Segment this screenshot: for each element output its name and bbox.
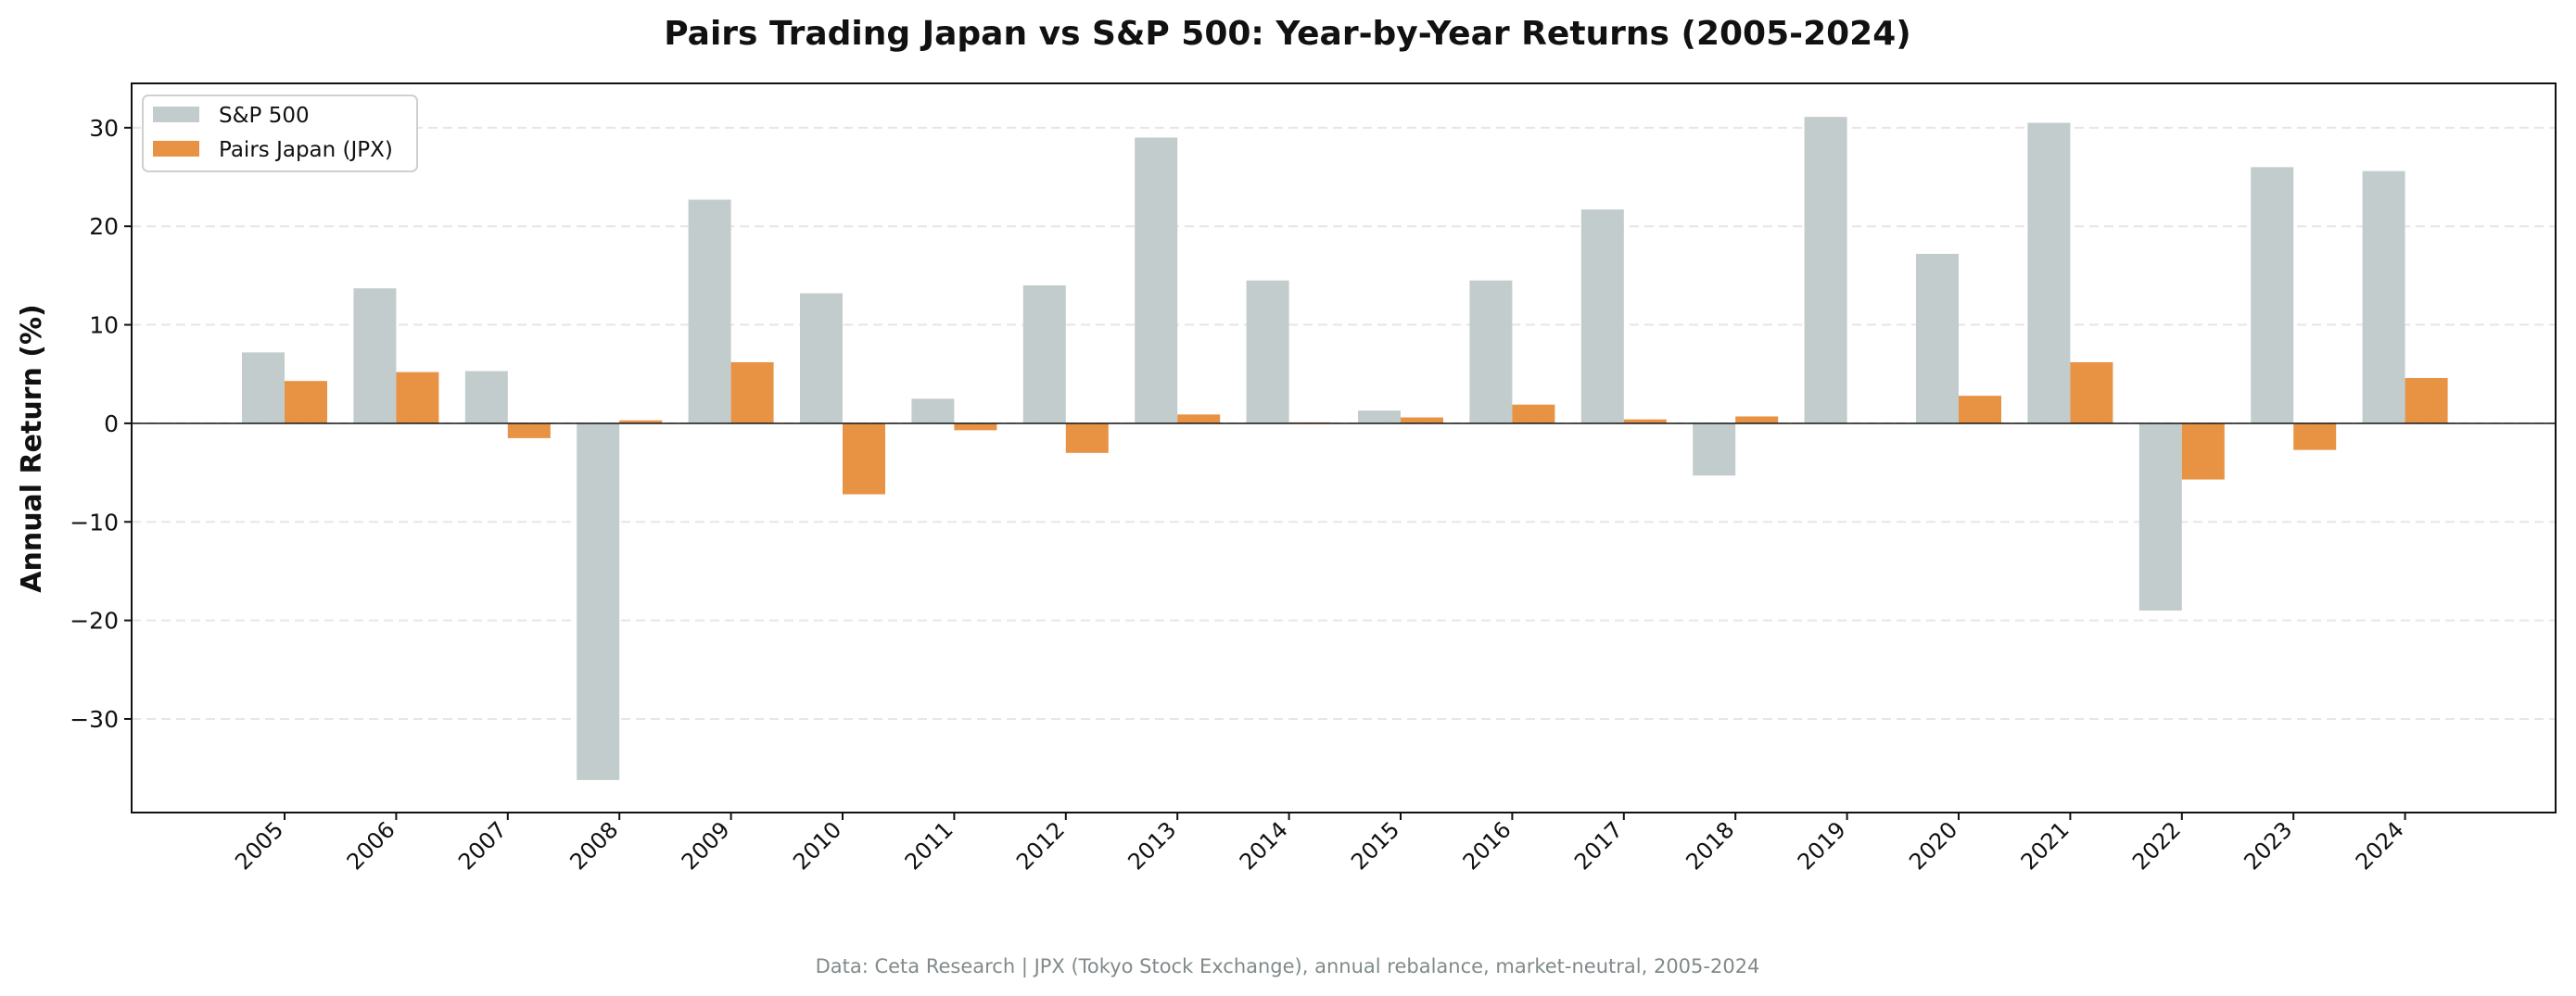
x-tick-label: 2006 [342,816,400,875]
x-tick-label: 2010 [788,816,846,875]
x-tick-label: 2014 [1235,816,1293,875]
bar-sp500-2022 [2138,422,2182,611]
legend-swatch-sp500 [153,107,199,122]
y-tick-label: 30 [89,115,119,142]
bar-jpx-2009 [730,361,774,423]
bar-jpx-2024 [2405,377,2448,423]
legend-label-sp500: S&P 500 [219,104,310,128]
x-tick-label: 2023 [2239,816,2297,875]
x-tick-label: 2021 [2016,816,2075,875]
bar-jpx-2012 [1065,422,1109,453]
x-tick-label: 2022 [2127,816,2186,875]
bar-jpx-2022 [2181,422,2225,480]
bar-jpx-2020 [1959,396,2001,423]
bar-jpx-2008 [619,420,663,423]
y-tick-label: −10 [70,509,119,536]
x-tick-label: 2007 [453,816,512,875]
x-tick-label: 2005 [230,816,288,875]
bar-jpx-2016 [1512,404,1555,423]
y-tick-label: 20 [89,213,119,240]
bar-sp500-2009 [688,199,731,423]
bar-jpx-2006 [396,372,439,423]
x-tick-label: 2008 [565,816,623,875]
bar-sp500-2005 [242,352,285,423]
legend-label-jpx: Pairs Japan (JPX) [219,138,393,162]
y-axis-label: Annual Return (%) [16,304,48,592]
bar-jpx-2015 [1401,417,1443,423]
y-tick-label: 0 [104,410,119,437]
footnote: Data: Ceta Research | JPX (Tokyo Stock E… [816,955,1760,978]
bar-sp500-2020 [1916,253,1959,423]
bar-sp500-2013 [1135,137,1178,423]
legend-swatch-jpx [153,141,199,157]
x-tick-label: 2016 [1458,816,1516,875]
bar-sp500-2015 [1358,410,1401,423]
x-tick-label: 2015 [1346,816,1404,875]
bar-sp500-2017 [1580,209,1624,423]
legend: S&P 500 Pairs Japan (JPX) [142,95,418,172]
x-tick-label: 2017 [1569,816,1628,875]
bar-jpx-2007 [507,422,551,438]
bar-sp500-2010 [800,293,843,423]
bar-sp500-2011 [911,398,955,423]
bar-jpx-2023 [2293,422,2337,450]
chart-title: Pairs Trading Japan vs S&P 500: Year-by-… [664,15,1910,53]
bar-sp500-2016 [1469,280,1513,423]
bar-sp500-2018 [1693,422,1736,476]
bar-jpx-2005 [285,381,327,423]
bar-jpx-2010 [843,422,885,495]
plot-frame [131,82,2557,813]
bar-jpx-2011 [954,422,997,431]
bar-sp500-2024 [2362,170,2405,423]
x-tick-label: 2024 [2351,816,2409,875]
x-tick-label: 2012 [1011,816,1070,875]
x-tick-label: 2009 [677,816,735,875]
bar-sp500-2006 [353,288,397,423]
x-tick-label: 2018 [1681,816,1739,875]
x-tick-label: 2019 [1793,816,1851,875]
bar-sp500-2019 [1804,117,1847,423]
bar-sp500-2007 [464,371,508,423]
x-tick-label: 2011 [900,816,958,875]
bar-jpx-2021 [2070,361,2113,423]
bar-sp500-2014 [1246,280,1289,423]
bar-sp500-2023 [2251,167,2294,423]
y-tick-label: −30 [70,706,119,733]
x-tick-label: 2020 [1904,816,1962,875]
bar-sp500-2012 [1022,285,1066,423]
bar-sp500-2008 [577,422,620,780]
x-tick-label: 2013 [1123,816,1181,875]
y-tick-label: −20 [70,608,119,635]
y-tick-label: 10 [89,312,119,339]
bar-jpx-2017 [1623,419,1667,423]
bar-jpx-2013 [1177,414,1221,423]
bar-jpx-2018 [1735,416,1779,423]
bar-sp500-2021 [2027,122,2071,423]
